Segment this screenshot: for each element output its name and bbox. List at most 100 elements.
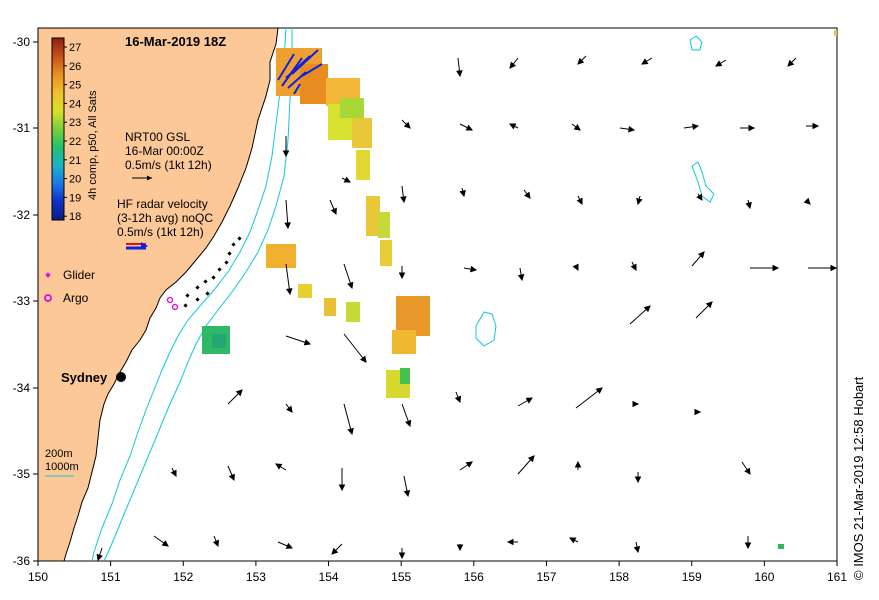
current-arrowhead	[459, 189, 466, 198]
current-arrowhead	[525, 397, 533, 404]
sst-patch	[340, 98, 364, 118]
sst-patch	[396, 296, 430, 336]
x-tick-label: 161	[827, 570, 847, 584]
current-arrowhead	[228, 473, 235, 482]
current-arrowhead	[694, 408, 702, 416]
argo-point	[166, 296, 174, 304]
argo-markers	[166, 296, 179, 311]
current-arrowhead	[400, 196, 407, 204]
current-arrowhead	[275, 463, 283, 470]
land-mass	[38, 28, 279, 561]
y-tick-label: -33	[13, 294, 31, 308]
colorbar-tick-label: 19	[69, 192, 81, 204]
colorbar-tick-label: 20	[69, 174, 81, 186]
current-arrowhead	[347, 427, 354, 436]
colorbar-tick-label: 22	[69, 136, 81, 148]
current-arrowhead	[303, 339, 312, 346]
x-axis: 150 151 152 153 154 155 156 157 158 159 160 161	[28, 561, 847, 584]
y-tick-label: -32	[13, 208, 31, 222]
colorbar-ramp	[51, 37, 65, 221]
current-arrowhead	[470, 265, 478, 273]
x-tick-label: 156	[464, 570, 484, 584]
colorbar-tick-label: 24	[69, 98, 81, 110]
bathy-island-3	[691, 161, 715, 203]
current-arrowhead	[697, 251, 705, 259]
hf-legend-line3: 0.5m/s (1kt 12h)	[117, 225, 204, 239]
nrt-legend-line3: 0.5m/s (1kt 12h)	[125, 158, 212, 172]
glider-point	[185, 293, 190, 298]
sst-patch	[356, 150, 370, 180]
sst-patch	[400, 368, 410, 384]
current-arrowhead	[576, 197, 583, 206]
current-arrowhead	[212, 539, 220, 548]
y-tick-label: -35	[13, 467, 31, 481]
colorbar-tick-label: 25	[69, 80, 81, 92]
current-arrowhead	[632, 400, 640, 408]
current-arrowhead	[573, 124, 581, 131]
colorbar: 27 26 25 24 23 22 21 20 19 18 4h comp, p50, All S…	[51, 37, 99, 223]
current-arrowhead	[285, 542, 294, 549]
colorbar-label: 4h comp, p50, All Sats	[87, 90, 99, 200]
current-arrowhead	[628, 125, 636, 133]
bathy-legend: 200m 1000m	[45, 448, 79, 477]
current-arrows	[96, 55, 837, 561]
marker-legend: Glider Argo	[44, 268, 95, 305]
y-tick-label: -34	[13, 381, 31, 395]
current-arrowhead	[456, 544, 464, 552]
current-arrowhead	[282, 150, 290, 158]
x-tick-label: 160	[754, 570, 774, 584]
y-tick-label: -31	[13, 121, 31, 135]
sst-patch	[366, 196, 380, 236]
current-arrowhead	[748, 124, 756, 132]
hf-legend-line2: (3-12h avg) noQC	[117, 211, 213, 225]
current-arrowhead	[527, 455, 535, 463]
current-arrowhead	[524, 191, 531, 199]
bathy-legend-1000: 1000m	[45, 461, 79, 473]
colorbar-tick-label: 18	[69, 211, 81, 223]
current-arrowhead	[403, 489, 411, 498]
hf-arrow	[285, 55, 311, 79]
y-tick-label: -36	[13, 554, 31, 568]
argo-legend-label: Argo	[63, 291, 89, 305]
colorbar-tick-label: 27	[69, 42, 81, 54]
x-tick-label: 154	[319, 570, 339, 584]
colorbar-ticks: 27 26 25 24 23 22 21 20 19 18	[64, 42, 81, 223]
glider-legend-label: Glider	[63, 268, 95, 282]
sst-patch	[378, 212, 390, 238]
nrt-legend-line2: 16-Mar 00:00Z	[125, 144, 204, 158]
current-arrowhead	[812, 122, 820, 130]
sst-patch	[778, 544, 784, 549]
sst-patch	[392, 330, 416, 354]
sst-patches	[202, 30, 837, 549]
sst-patch	[266, 244, 296, 268]
x-tick-label: 153	[246, 570, 266, 584]
glider-point	[224, 260, 229, 265]
colorbar-tick-label: 21	[69, 155, 81, 167]
bathy-200m	[91, 28, 287, 561]
x-tick-label: 151	[101, 570, 121, 584]
y-tick-label: -30	[13, 35, 31, 49]
sst-patch	[834, 30, 837, 36]
current-arrowhead	[517, 274, 525, 282]
current-arrowhead	[630, 263, 637, 272]
sst-patch	[380, 240, 392, 266]
hf-legend-line1: HF radar velocity	[117, 197, 208, 211]
glider-point	[195, 297, 200, 302]
glider-point	[231, 242, 236, 247]
y-axis: -30 -31 -32 -33 -34 -35 -36	[13, 35, 38, 568]
current-arrowhead	[641, 58, 649, 65]
x-tick-label: 158	[609, 570, 629, 584]
colorbar-tick-label: 23	[69, 117, 81, 129]
x-tick-label: 152	[173, 570, 193, 584]
sst-patch	[324, 298, 336, 316]
sydney-label: Sydney	[61, 370, 108, 385]
current-arrowhead	[509, 61, 517, 69]
argo-point	[171, 303, 179, 311]
current-arrowhead	[772, 264, 780, 272]
current-arrowhead	[286, 405, 293, 413]
current-arrowhead	[284, 222, 291, 230]
glider-point	[205, 291, 210, 296]
current-arrowhead	[577, 57, 585, 65]
current-arrowhead	[506, 538, 514, 546]
